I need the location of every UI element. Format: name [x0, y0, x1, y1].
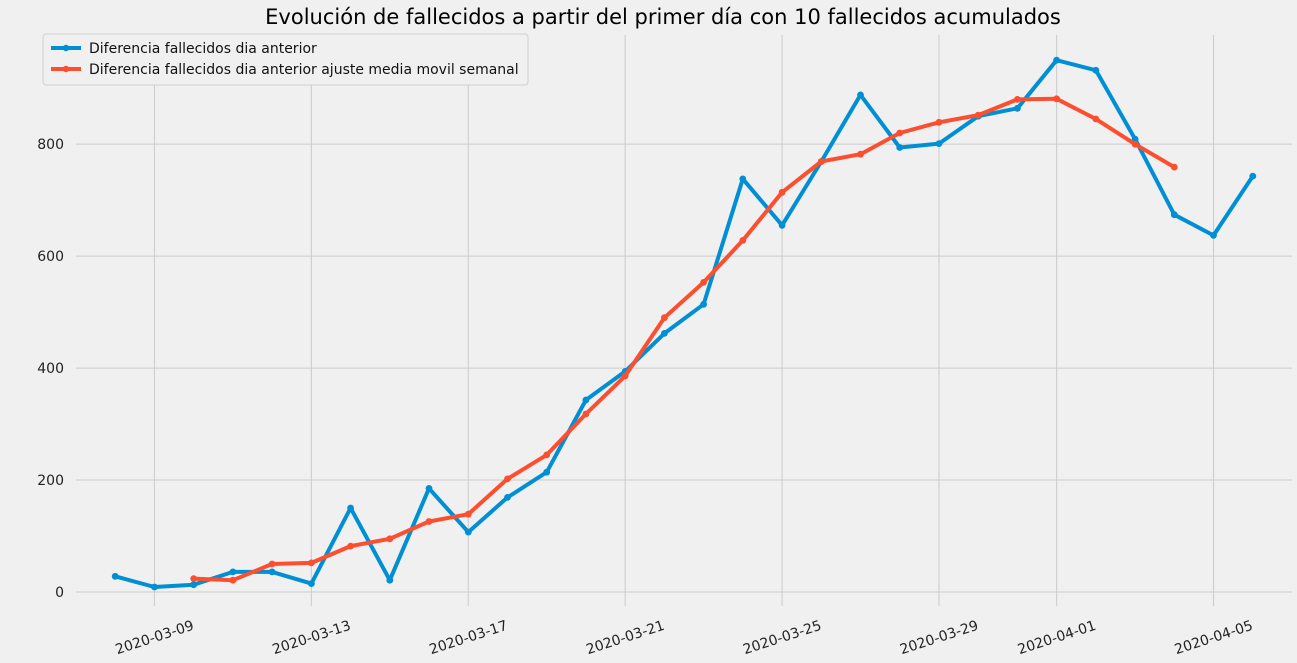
- series-0-point: [190, 581, 198, 589]
- series-0-point: [1170, 211, 1178, 219]
- legend-marker-series-1: [62, 65, 70, 73]
- legend-marker-series-0: [62, 44, 70, 52]
- legend: Diferencia fallecidos dia anterior Difer…: [42, 33, 529, 86]
- series-1-point: [582, 410, 590, 418]
- y-tick-label: 800: [37, 137, 64, 153]
- series-1-point: [896, 129, 904, 137]
- series-1-point: [308, 559, 315, 567]
- series-0-point: [268, 568, 276, 576]
- series-0-point: [1210, 232, 1217, 239]
- series-1-point: [661, 314, 668, 322]
- series-0-point: [464, 528, 472, 536]
- series-0-point: [661, 330, 668, 337]
- series-0-point: [347, 504, 354, 512]
- series-0-point: [896, 144, 904, 151]
- series-1-point: [739, 237, 747, 244]
- series-0-point: [308, 580, 315, 587]
- x-tick-label: 2020-03-29: [898, 618, 980, 658]
- series-0-point: [700, 300, 707, 308]
- y-tick-label: 200: [37, 473, 64, 489]
- series-1-point: [386, 535, 394, 543]
- x-tick-label: 2020-03-09: [114, 618, 196, 658]
- y-tick-label: 600: [37, 249, 64, 265]
- series-0-point: [857, 91, 864, 99]
- x-tick-label: 2020-03-13: [270, 618, 352, 658]
- y-tick-label: 400: [37, 361, 64, 377]
- legend-label-series-1: Diferencia fallecidos dia anterior ajust…: [89, 62, 519, 78]
- series-1-point: [700, 279, 707, 286]
- series-0-point: [1249, 172, 1257, 180]
- series-1-point: [190, 575, 198, 582]
- series-0-point: [1014, 104, 1021, 112]
- series-0-point: [543, 468, 551, 476]
- series-0-point: [504, 494, 511, 501]
- x-tick-label: 2020-04-01: [1016, 618, 1098, 658]
- series-line-1: [191, 96, 1177, 583]
- series-0-point: [778, 221, 786, 229]
- series-1-point: [1092, 115, 1100, 123]
- series-1-point: [504, 475, 511, 483]
- series-1-point: [425, 518, 433, 525]
- series-0-point: [935, 140, 943, 148]
- series-1-point: [229, 576, 237, 584]
- series-layer: [111, 56, 1257, 591]
- series-1-point: [974, 111, 982, 119]
- series-1-point: [543, 451, 551, 459]
- series-1-point: [1014, 96, 1021, 103]
- series-1-point: [1170, 163, 1178, 171]
- x-tick-label: 2020-04-05: [1173, 618, 1255, 658]
- grid-layer: [76, 35, 1292, 606]
- series-1-point: [621, 372, 629, 380]
- series-line-0: [113, 58, 1255, 589]
- series-0-point: [386, 576, 394, 584]
- legend-label-series-0: Diferencia fallecidos dia anterior: [89, 41, 317, 57]
- series-1-point: [268, 560, 276, 568]
- legend-box: [42, 33, 529, 86]
- series-0-point: [582, 396, 590, 404]
- x-tick-label: 2020-03-21: [584, 618, 666, 658]
- series-1-point: [857, 150, 864, 158]
- y-tick-label: 0: [55, 585, 64, 601]
- series-1-point: [347, 542, 354, 550]
- series-0-point: [739, 175, 747, 183]
- series-0-point: [151, 583, 158, 591]
- series-1-point: [935, 118, 943, 126]
- series-1-point: [778, 188, 786, 196]
- series-1-point: [464, 510, 472, 518]
- series-0-point: [229, 568, 237, 576]
- x-tick-label: 2020-03-17: [427, 618, 509, 658]
- series-0-point: [1053, 56, 1060, 64]
- series-1-point: [1131, 140, 1139, 148]
- series-1-point: [817, 158, 825, 165]
- series-1-point: [1053, 95, 1060, 103]
- series-0-point: [425, 485, 433, 492]
- series-0-point: [111, 572, 119, 580]
- series-0-point: [1092, 66, 1100, 74]
- x-tick-label: 2020-03-25: [741, 618, 823, 658]
- chart-title: Evolución de fallecidos a partir del pri…: [265, 5, 1061, 29]
